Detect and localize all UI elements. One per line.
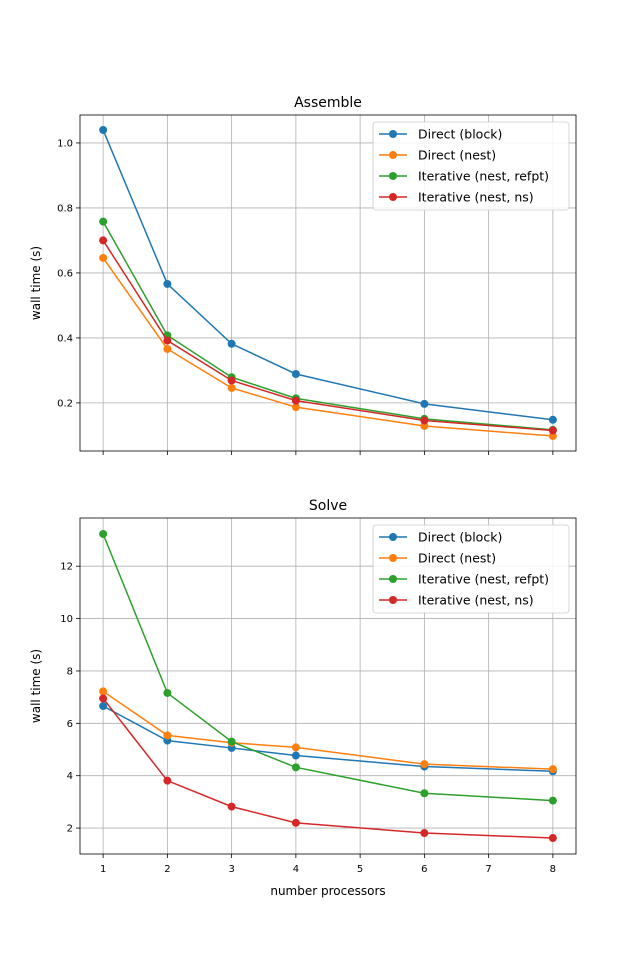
y-tick-label: 1.0 — [57, 138, 73, 149]
x-tick-label: 5 — [357, 864, 363, 875]
legend-marker — [389, 172, 397, 180]
data-point — [99, 253, 108, 262]
data-point — [227, 376, 236, 385]
data-point — [548, 426, 557, 435]
legend-label: Direct (nest) — [418, 148, 496, 163]
legend-marker — [389, 554, 397, 562]
legend-label: Direct (block) — [418, 530, 502, 545]
data-point — [420, 789, 429, 798]
data-point — [420, 399, 429, 408]
legend: Direct (block) Direct (nest) Iterative (ne… — [372, 121, 570, 211]
series-line-3 — [102, 240, 553, 432]
data-point — [548, 432, 557, 441]
x-tick-label: 7 — [485, 864, 491, 875]
x-axis-label: number processors — [270, 884, 385, 898]
series-line-3 — [102, 697, 553, 839]
data-point — [163, 344, 172, 353]
legend-label: Iterative (nest, refpt) — [418, 169, 549, 184]
y-tick-label: 4 — [67, 771, 73, 782]
data-point — [291, 369, 300, 378]
legend-marker — [389, 575, 397, 583]
legend-label: Iterative (nest, ns) — [418, 593, 534, 608]
legend-label: Direct (nest) — [418, 551, 496, 566]
legend-marker — [389, 151, 397, 159]
data-point — [420, 421, 429, 430]
y-tick-label: 8 — [67, 666, 73, 677]
data-point — [99, 702, 108, 711]
x-tick-label: 6 — [421, 864, 427, 875]
data-point — [99, 125, 108, 134]
data-point — [99, 236, 108, 245]
data-point — [548, 796, 557, 805]
axes-frame — [79, 114, 577, 452]
y-tick-label: 0.8 — [57, 203, 73, 214]
y-tick-label: 0.4 — [57, 333, 73, 344]
data-point — [227, 339, 236, 348]
series-line-2 — [102, 221, 553, 431]
axes-frame — [79, 517, 577, 855]
series-line-0 — [102, 129, 553, 421]
x-tick-label: 3 — [228, 864, 234, 875]
y-axis-label: wall time (s) — [29, 246, 43, 320]
y-tick-label: 12 — [60, 562, 73, 573]
x-tick-label: 8 — [550, 864, 556, 875]
data-point — [99, 529, 108, 538]
data-point — [291, 743, 300, 752]
legend-label: Iterative (nest, refpt) — [418, 572, 549, 587]
data-point — [227, 737, 236, 746]
data-point — [163, 279, 172, 288]
y-tick-label: 10 — [60, 614, 73, 625]
data-point — [420, 760, 429, 769]
chart-title: Assemble — [294, 95, 362, 111]
legend-marker — [389, 130, 397, 138]
series-line-2 — [102, 533, 553, 802]
legend-frame — [372, 524, 570, 614]
y-tick-label: 2 — [67, 824, 73, 835]
y-axis-label: wall time (s) — [29, 649, 43, 723]
y-tick-label: 0.6 — [57, 268, 73, 279]
data-point — [163, 731, 172, 740]
data-point — [99, 217, 108, 226]
legend-label: Iterative (nest, ns) — [418, 190, 534, 205]
series-line-1 — [102, 257, 553, 437]
data-point — [227, 802, 236, 811]
x-tick-label: 1 — [100, 864, 106, 875]
legend: Direct (block) Direct (nest) Iterative (ne… — [372, 524, 570, 614]
data-point — [291, 763, 300, 772]
data-point — [420, 829, 429, 838]
data-point — [291, 396, 300, 405]
data-point — [548, 834, 557, 843]
data-point — [163, 776, 172, 785]
data-point — [291, 403, 300, 412]
x-tick-label: 4 — [293, 864, 299, 875]
y-tick-label: 6 — [67, 719, 73, 730]
data-point — [99, 694, 108, 703]
data-point — [548, 415, 557, 424]
data-point — [291, 818, 300, 827]
data-point — [163, 336, 172, 345]
chart-title: Solve — [309, 498, 347, 514]
data-point — [548, 765, 557, 774]
data-point — [163, 688, 172, 697]
legend-marker — [389, 596, 397, 604]
series-line-0 — [102, 705, 553, 772]
legend-label: Direct (block) — [418, 127, 502, 142]
chart-0: 0.2 0.4 0.6 0.8 1.0 Assemble wall time (s) Dire… — [29, 95, 577, 455]
x-tick-label: 2 — [164, 864, 170, 875]
data-point — [99, 687, 108, 696]
series-line-1 — [102, 690, 553, 770]
legend-frame — [372, 121, 570, 211]
legend-marker — [389, 533, 397, 541]
y-tick-label: 0.2 — [57, 398, 73, 409]
data-point — [291, 751, 300, 760]
legend-marker — [389, 193, 397, 201]
data-point — [420, 416, 429, 425]
data-point — [227, 383, 236, 392]
